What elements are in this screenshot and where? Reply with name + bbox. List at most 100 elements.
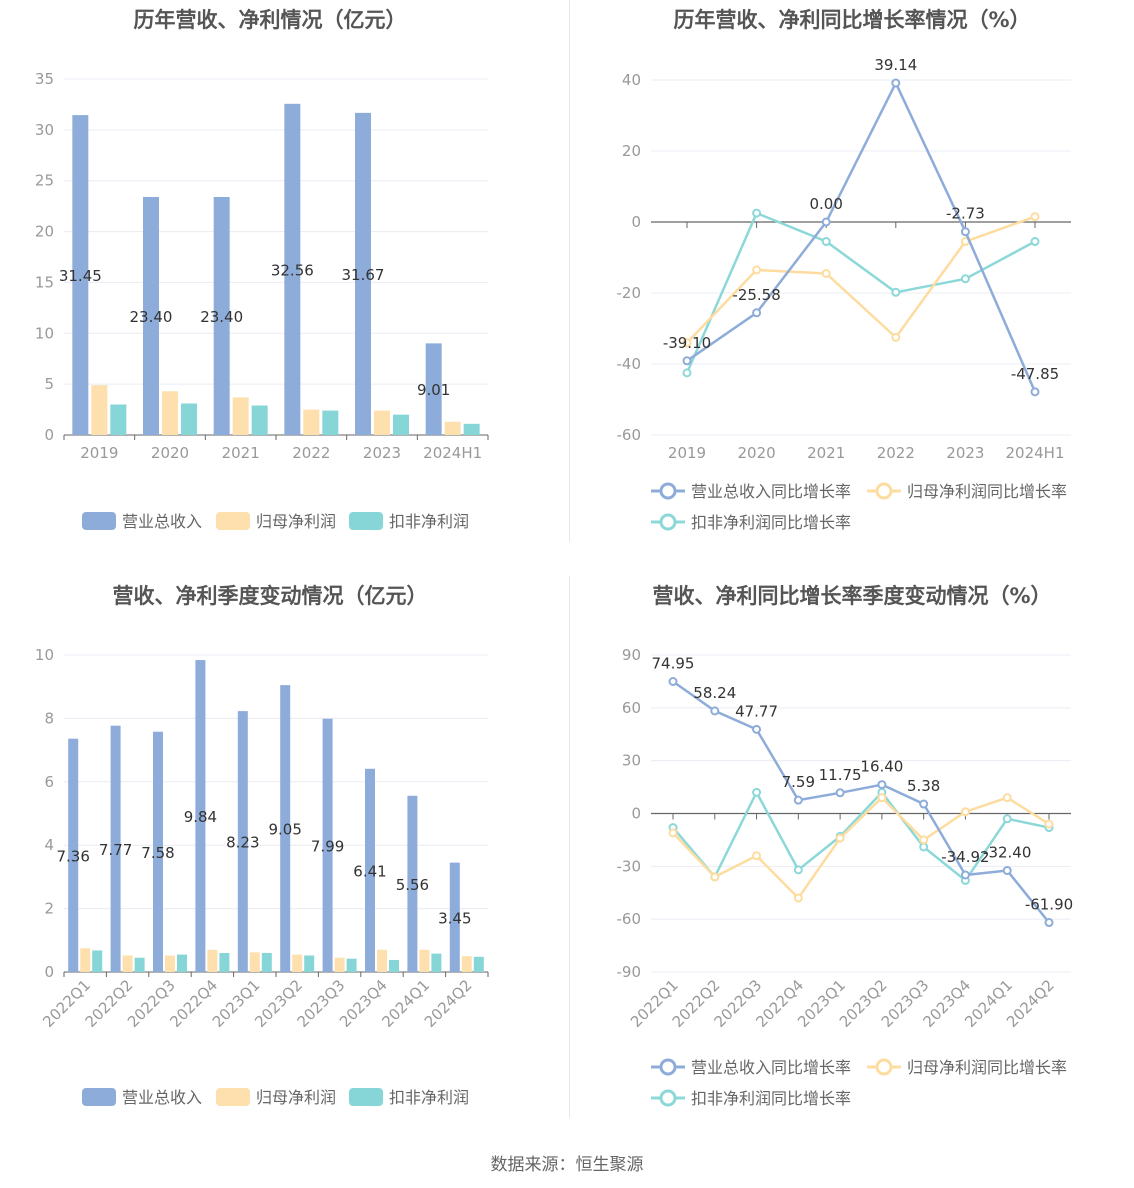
bar-1-0 bbox=[91, 385, 108, 435]
legend-swatch-2 bbox=[349, 512, 383, 530]
bar-0-7 bbox=[365, 768, 375, 972]
data-label: 31.45 bbox=[59, 267, 102, 285]
data-label: 6.41 bbox=[353, 862, 386, 880]
bar-2-5 bbox=[304, 955, 315, 972]
data-label: -32.40 bbox=[983, 844, 1031, 862]
bar-1-4 bbox=[249, 952, 260, 972]
data-label: 5.56 bbox=[396, 876, 429, 894]
y-tick-label: 30 bbox=[622, 752, 641, 770]
x-tick-label: 2019 bbox=[668, 444, 706, 462]
chart-panel-quarterly-growth: 营收、净利同比增长率季度变动情况（%） -90 -60 -30 0 30 60 90 74.95… bbox=[567, 576, 1134, 1152]
bar-2-6 bbox=[346, 958, 357, 972]
point-0-4 bbox=[835, 788, 845, 798]
bar-2-0 bbox=[110, 404, 127, 435]
data-label: 7.36 bbox=[56, 847, 89, 865]
data-label: 8.23 bbox=[226, 834, 259, 852]
y-tick-label: 60 bbox=[622, 699, 641, 717]
bar-0-0 bbox=[72, 115, 89, 435]
point-1-4 bbox=[835, 833, 845, 843]
legend-label-0: 营业总收入 bbox=[122, 512, 202, 531]
data-label: -47.85 bbox=[1011, 365, 1059, 383]
y-tick-label: 30 bbox=[35, 121, 54, 139]
legend-swatch-1 bbox=[216, 512, 250, 530]
chart-title: 营收、净利同比增长率季度变动情况（%） bbox=[652, 584, 1051, 608]
bar-2-4 bbox=[261, 952, 272, 972]
bar-1-1 bbox=[162, 391, 178, 435]
quarterly-revenue-bar-chart: 营收、净利季度变动情况（亿元） 0 2 4 6 8 10 7.36 7.77 7.58 9.84 8.… bbox=[35, 584, 489, 1107]
x-tick-label: 2019 bbox=[80, 444, 118, 462]
point-1-3 bbox=[891, 332, 901, 342]
bar-0-6 bbox=[322, 718, 333, 972]
bar-2-4 bbox=[393, 414, 409, 435]
chart-title: 历年营收、净利情况（亿元） bbox=[134, 8, 407, 32]
point-1-0 bbox=[682, 338, 692, 348]
point-1-2 bbox=[821, 268, 831, 278]
bar-1-8 bbox=[419, 949, 430, 972]
bar-2-3 bbox=[322, 410, 339, 435]
bar-1-5 bbox=[444, 421, 461, 435]
y-tick-label: -90 bbox=[617, 963, 642, 981]
point-2-0 bbox=[682, 368, 692, 378]
point-2-1 bbox=[752, 208, 762, 218]
y-tick-label: -60 bbox=[617, 426, 642, 444]
legend-marker-2 bbox=[659, 1089, 677, 1107]
series-line-2 bbox=[685, 211, 1036, 374]
series-line-1 bbox=[672, 795, 1050, 900]
bar-1-3 bbox=[303, 409, 320, 435]
bar-2-3 bbox=[219, 952, 230, 972]
y-tick-label: -20 bbox=[617, 284, 642, 302]
data-label: 16.40 bbox=[860, 758, 903, 776]
y-tick-label: 6 bbox=[44, 773, 54, 791]
point-1-9 bbox=[1044, 819, 1054, 829]
chart-panel-quarterly-revenue: 营收、净利季度变动情况（亿元） 0 2 4 6 8 10 7.36 7.77 7.58 9.84 8.… bbox=[0, 576, 567, 1152]
data-label: 23.40 bbox=[130, 308, 173, 326]
data-source-note: 数据来源：恒生聚源 bbox=[490, 1155, 644, 1175]
data-label: 58.24 bbox=[693, 684, 736, 702]
x-tick-label: 2023 bbox=[946, 444, 984, 462]
point-0-8 bbox=[1002, 866, 1012, 876]
bar-0-9 bbox=[449, 862, 460, 972]
point-0-5 bbox=[877, 780, 887, 790]
bar-0-3 bbox=[195, 660, 206, 972]
legend-swatch-0 bbox=[82, 1088, 116, 1106]
data-label: 74.95 bbox=[652, 655, 695, 673]
bar-1-5 bbox=[292, 954, 303, 972]
y-tick-label: 0 bbox=[44, 963, 54, 981]
data-label: 47.77 bbox=[735, 702, 778, 720]
y-tick-label: 8 bbox=[44, 709, 54, 727]
data-label: 5.38 bbox=[907, 777, 940, 795]
y-tick-label: 90 bbox=[622, 646, 641, 664]
data-label: 32.56 bbox=[271, 261, 314, 279]
data-label: 7.99 bbox=[311, 837, 344, 855]
data-label: -2.73 bbox=[946, 205, 985, 223]
point-0-1 bbox=[710, 706, 720, 716]
x-tick-label: 2020 bbox=[151, 444, 189, 462]
y-tick-label: 10 bbox=[35, 646, 54, 664]
y-tick-label: 15 bbox=[35, 273, 54, 291]
point-0-3 bbox=[891, 78, 901, 88]
bar-1-2 bbox=[165, 955, 175, 972]
bar-1-3 bbox=[207, 949, 218, 972]
x-tick-label: 2021 bbox=[222, 444, 260, 462]
point-2-6 bbox=[919, 842, 929, 852]
bar-2-0 bbox=[92, 950, 103, 972]
data-label: 3.45 bbox=[438, 909, 471, 927]
y-tick-label: 0 bbox=[631, 805, 641, 823]
series-line-2 bbox=[672, 789, 1050, 883]
data-label: 31.67 bbox=[342, 266, 385, 284]
chart-panel-annual-revenue: 历年营收、净利情况（亿元） 0 5 10 15 20 25 30 35 31.45 23.40 23.… bbox=[0, 0, 567, 576]
series-line-0 bbox=[686, 80, 1037, 393]
y-tick-label: -60 bbox=[617, 910, 642, 928]
legend-label-1: 归母净利润同比增长率 bbox=[907, 1058, 1067, 1077]
legend-label-0: 营业总收入同比增长率 bbox=[691, 1058, 851, 1077]
y-tick-label: 25 bbox=[35, 172, 54, 190]
chart-title: 历年营收、净利同比增长率情况（%） bbox=[673, 8, 1030, 32]
y-tick-label: -30 bbox=[617, 857, 642, 875]
point-0-0 bbox=[668, 677, 678, 687]
x-tick-label: 2022 bbox=[877, 444, 915, 462]
data-label: -39.10 bbox=[663, 334, 711, 352]
x-tick-label: 2023 bbox=[363, 444, 401, 462]
bar-0-5 bbox=[425, 343, 442, 435]
point-0-0 bbox=[682, 356, 692, 366]
point-0-7 bbox=[960, 870, 970, 880]
